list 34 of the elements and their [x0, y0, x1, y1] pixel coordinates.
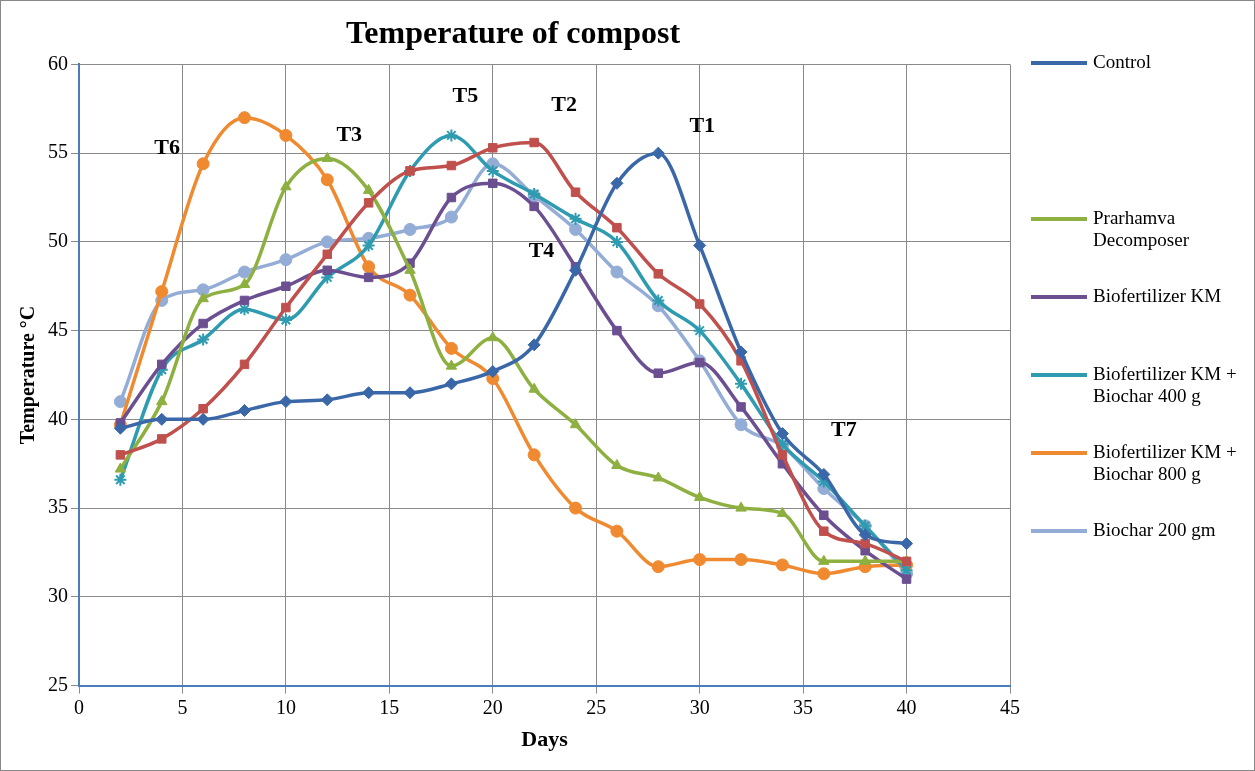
legend-label: Biofertilizer KM + Biochar 800 g [1093, 441, 1238, 485]
legend-label: Control [1093, 51, 1152, 73]
annotation: T4 [528, 237, 555, 263]
x-tick-label: 45 [1000, 695, 1020, 718]
x-tick-label: 15 [379, 695, 400, 718]
chart-title: Temperature of compost [345, 14, 681, 51]
legend-label: Prarhamva Decomposer [1093, 207, 1191, 251]
y-tick-label: 60 [48, 51, 68, 74]
y-tick-label: 30 [48, 584, 68, 607]
x-tick-label: 20 [482, 695, 503, 718]
x-tick-label: 30 [689, 695, 710, 718]
y-tick-label: 55 [48, 140, 68, 163]
y-tick-label: 50 [48, 229, 68, 252]
annotation: T2 [551, 91, 577, 117]
y-tick-label: 25 [48, 672, 68, 695]
y-axis-title: Temperature °C [16, 305, 40, 445]
x-tick-label: 5 [177, 695, 188, 718]
y-tick-label: 35 [48, 495, 68, 518]
annotation: T5 [452, 82, 479, 108]
x-tick-label: 25 [586, 695, 607, 718]
legend-label: Biochar 200 gm [1093, 519, 1216, 541]
annotation: T7 [830, 416, 857, 442]
legend-label: Biofertilizer KM [1093, 285, 1222, 307]
x-tick-label: 40 [896, 695, 917, 718]
annotation: T3 [336, 121, 363, 147]
x-axis-title: Days [521, 726, 569, 752]
x-tick-label: 35 [793, 695, 814, 718]
y-tick-label: 45 [48, 317, 68, 340]
legend-label: Biofertilizer KM + Biochar 400 g [1093, 363, 1238, 407]
y-tick-label: 40 [48, 406, 68, 429]
x-tick-label: 0 [74, 695, 84, 718]
annotation: T6 [154, 134, 180, 160]
x-tick-label: 10 [275, 695, 296, 718]
annotation: T1 [689, 111, 716, 137]
